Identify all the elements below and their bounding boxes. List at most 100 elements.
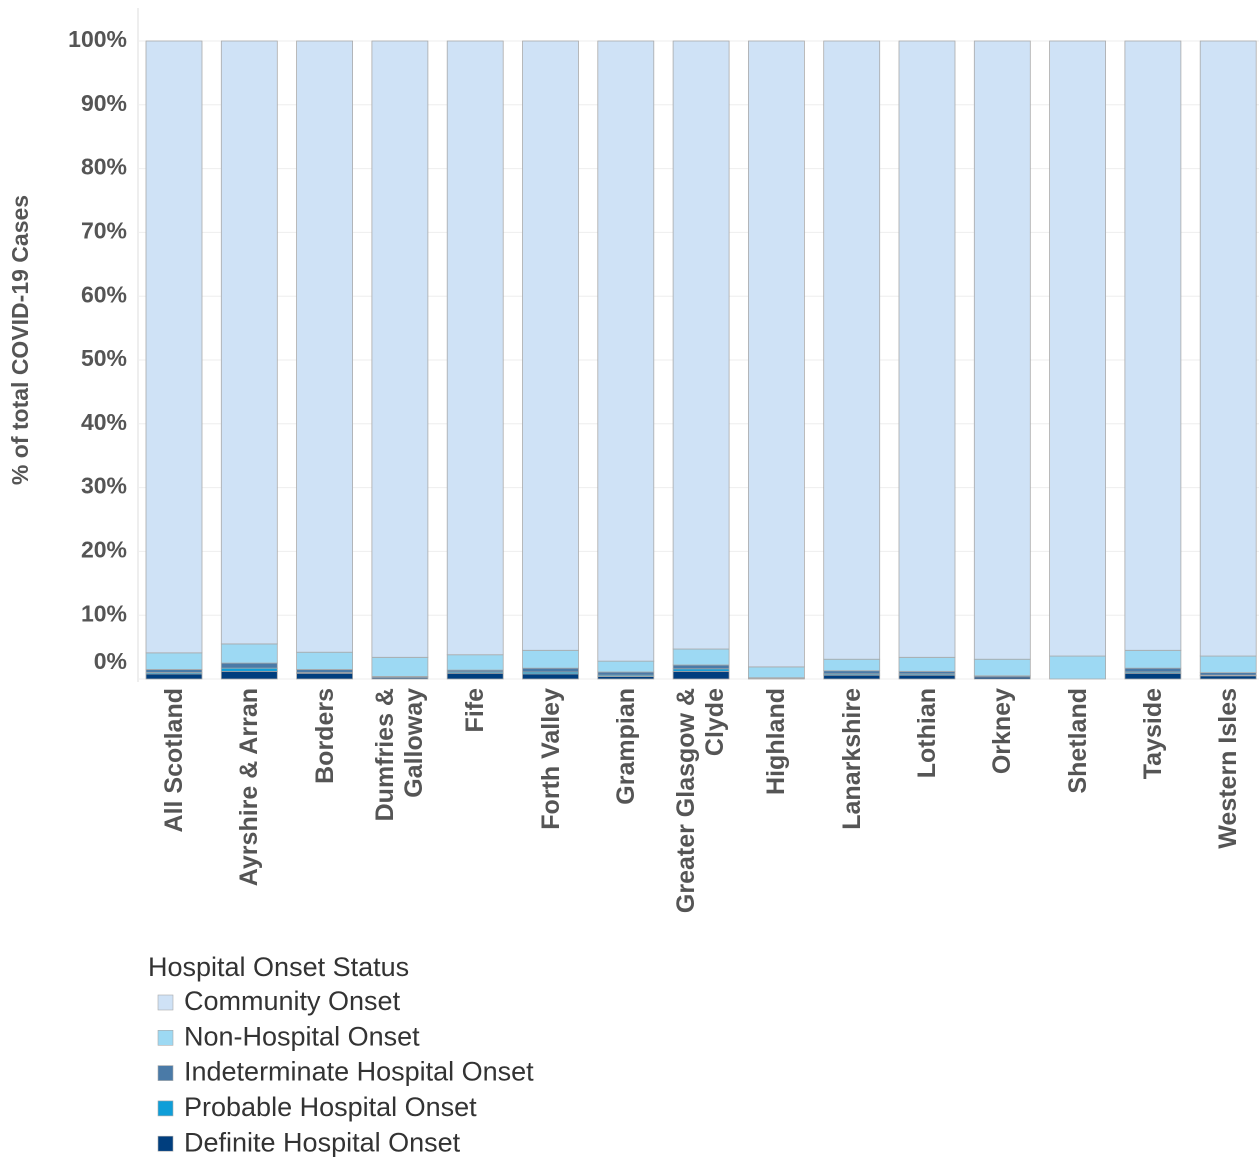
bar-segment	[446, 672, 504, 680]
bar-segment	[672, 664, 730, 670]
legend-label: Community Onset	[184, 986, 401, 1016]
category-text: Grampian	[611, 688, 640, 805]
bar-segment	[1124, 667, 1182, 673]
legend-swatch	[157, 994, 174, 1011]
category-text: Fife	[460, 688, 489, 733]
bar-segment	[220, 670, 278, 680]
y-axis-label: % of total COVID-19 Cases	[7, 195, 33, 485]
x-tick-label: Lothian	[895, 688, 959, 923]
y-tick-label: 40%	[81, 409, 127, 435]
category-text: Highland	[761, 688, 790, 795]
y-tick-label: 30%	[81, 473, 127, 499]
category-text: Dumfries & Galloway	[370, 688, 428, 822]
x-tick-label: Orkney	[970, 688, 1034, 923]
y-tick-label: 70%	[81, 217, 127, 243]
bar-segment	[1199, 675, 1257, 680]
bar-segment	[1124, 40, 1182, 651]
bar-segment	[597, 40, 655, 662]
bar-segment	[522, 649, 579, 669]
bar-segment	[823, 670, 881, 675]
bar-segment	[1199, 655, 1257, 674]
category-text: Orkney	[987, 688, 1016, 775]
x-tick-label: Dumfries & Galloway	[368, 688, 432, 923]
x-tick-label: Highland	[744, 688, 808, 923]
x-tick-label: Borders	[293, 688, 357, 923]
bar-segment	[296, 40, 354, 653]
bar-segment	[145, 652, 203, 670]
bar-segment	[220, 643, 278, 664]
legend-swatch	[157, 1135, 174, 1152]
bar-segment	[1124, 672, 1182, 680]
bar-segment	[748, 666, 805, 679]
bar-segment	[1199, 40, 1257, 657]
bar-segment	[220, 667, 278, 672]
bar-segment	[522, 673, 579, 680]
bar-segment	[672, 648, 730, 666]
x-tick-label: Shetland	[1046, 688, 1110, 923]
category-text: Western Isles	[1213, 688, 1242, 849]
legend-swatch	[157, 1100, 174, 1117]
category-text: Borders	[310, 688, 339, 784]
category-text: Shetland	[1063, 688, 1092, 794]
category-text: Lothian	[912, 688, 941, 779]
y-tick-label: 80%	[81, 154, 127, 180]
bar-segment	[371, 656, 429, 677]
bar-segment	[296, 651, 354, 670]
x-tick-label: Forth Valley	[519, 688, 583, 923]
bar-segment	[522, 40, 579, 651]
y-tick-label: 20%	[81, 536, 127, 562]
legend-label: Definite Hospital Onset	[184, 1127, 461, 1157]
category-text: Greater Glasgow & Clyde	[672, 688, 730, 914]
legend-label: Non-Hospital Onset	[184, 1021, 420, 1051]
bar-segment	[1049, 40, 1106, 657]
bar-segment	[748, 40, 805, 668]
legend-swatch	[157, 1030, 174, 1046]
legend-title: Hospital Onset Status	[148, 952, 409, 982]
bar-segment	[145, 673, 203, 680]
bar-segment	[371, 40, 429, 658]
category-text: Forth Valley	[536, 688, 564, 830]
bar-segment	[823, 658, 881, 672]
y-tick-label: 50%	[81, 345, 127, 371]
legend-label: Indeterminate Hospital Onset	[184, 1057, 534, 1087]
bar-segment	[296, 669, 354, 674]
bar-segment	[296, 672, 354, 680]
bar-segment	[823, 674, 881, 680]
category-text: Tayside	[1138, 688, 1167, 780]
bar-segment	[145, 669, 203, 674]
bar-segment	[973, 40, 1031, 660]
x-tick-label: Western Isles	[1196, 688, 1259, 923]
category-text: Lanarkshire	[837, 688, 866, 830]
category-text: All Scotland	[159, 688, 188, 833]
bar-segment	[672, 40, 730, 650]
bar-segment	[823, 40, 881, 660]
bar-segment	[672, 670, 730, 680]
x-tick-label: Ayrshire & Arran	[217, 688, 281, 923]
bar-segment	[1049, 655, 1106, 680]
legend-label: Probable Hospital Onset	[184, 1092, 477, 1122]
y-tick-label: 60%	[81, 281, 127, 307]
legend-swatch	[157, 1065, 174, 1081]
x-tick-label: Lanarkshire	[820, 688, 884, 923]
category-text: Ayrshire & Arran	[234, 688, 263, 887]
x-tick-label: Greater Glasgow & Clyde	[669, 688, 733, 923]
x-tick-label: Tayside	[1121, 688, 1185, 923]
x-tick-label: Grampian	[594, 688, 658, 923]
y-tick-label: 90%	[81, 90, 127, 116]
y-tick-label: 100%	[68, 26, 127, 52]
y-tick-label: 10%	[81, 600, 127, 626]
bar-segment	[522, 667, 579, 673]
bar-segment	[973, 658, 1031, 677]
x-tick-label: Fife	[443, 688, 507, 923]
y-tick-label: 0%	[94, 648, 127, 674]
bar-segment	[220, 662, 278, 669]
bar-segment	[597, 671, 655, 676]
x-tick-label: All Scotland	[142, 688, 206, 923]
bar-segment	[446, 40, 504, 656]
bar-segment	[145, 40, 203, 654]
bar-segment	[898, 656, 956, 672]
bar-segment	[898, 40, 956, 658]
bar-segment	[446, 654, 504, 671]
